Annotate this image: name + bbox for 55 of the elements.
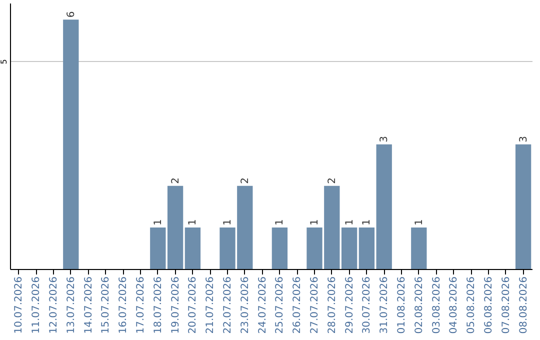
bar — [63, 20, 79, 269]
data-label: 2 — [240, 178, 251, 184]
bar — [150, 227, 166, 269]
data-label: 6 — [66, 11, 77, 18]
x-tick-label: 28.07.2026 — [326, 276, 338, 334]
x-tick-label: 02.08.2026 — [414, 276, 425, 334]
y-tick-label: 5 — [0, 59, 8, 64]
bar — [184, 227, 201, 269]
data-label: 1 — [274, 219, 286, 226]
x-tick-label: 26.07.2026 — [292, 276, 304, 334]
x-tick-label: 27.07.2026 — [310, 276, 320, 334]
x-tick-label: 17.07.2026 — [136, 276, 146, 334]
x-tick-label: 21.07.2026 — [205, 276, 216, 334]
x-tick-label: 03.08.2026 — [431, 276, 442, 334]
data-label: 1 — [362, 219, 373, 226]
data-label: 2 — [170, 178, 182, 184]
x-tick-label: 04.08.2026 — [448, 276, 460, 334]
bar — [167, 186, 184, 269]
bar — [341, 227, 358, 269]
data-label: 1 — [310, 219, 320, 226]
x-tick-label: 23.07.2026 — [240, 276, 251, 334]
data-label: 2 — [326, 178, 338, 184]
x-tick-label: 16.07.2026 — [118, 276, 130, 334]
x-tick-label: 11.07.2026 — [31, 276, 42, 334]
bar — [272, 227, 288, 269]
x-tick-label: 06.08.2026 — [484, 276, 494, 334]
x-tick-label: 29.07.2026 — [344, 276, 356, 334]
data-label: 3 — [518, 136, 530, 142]
bar — [358, 227, 375, 269]
data-label: 1 — [188, 219, 199, 226]
bar — [411, 227, 427, 269]
x-tick-label: 05.08.2026 — [466, 276, 478, 334]
data-label: 1 — [222, 219, 234, 226]
x-tick-label: 24.07.2026 — [257, 276, 268, 334]
x-tick-label: 22.07.2026 — [222, 276, 234, 334]
x-tick-label: 12.07.2026 — [48, 276, 60, 334]
x-tick-label: 14.07.2026 — [83, 276, 94, 334]
data-label: 1 — [414, 219, 425, 226]
data-label: 3 — [379, 136, 390, 142]
x-tick-label: 19.07.2026 — [170, 276, 182, 334]
x-tick-label: 25.07.2026 — [274, 276, 286, 334]
bar — [376, 144, 392, 269]
bar — [515, 144, 532, 269]
x-tick-label: 30.07.2026 — [362, 276, 373, 334]
x-tick-label: 31.07.2026 — [379, 276, 390, 334]
x-tick-label: 08.08.2026 — [518, 276, 530, 334]
data-label: 1 — [344, 219, 356, 226]
x-tick-label: 10.07.2026 — [14, 276, 25, 334]
x-tick-label: 15.07.2026 — [100, 276, 112, 334]
x-tick-label: 20.07.2026 — [188, 276, 199, 334]
data-label: 1 — [152, 219, 164, 226]
x-tick-label: 07.08.2026 — [500, 276, 512, 334]
x-tick-label: 13.07.2026 — [66, 276, 77, 334]
x-tick-label: 01.08.2026 — [396, 276, 408, 334]
x-tick-label: 18.07.2026 — [152, 276, 164, 334]
